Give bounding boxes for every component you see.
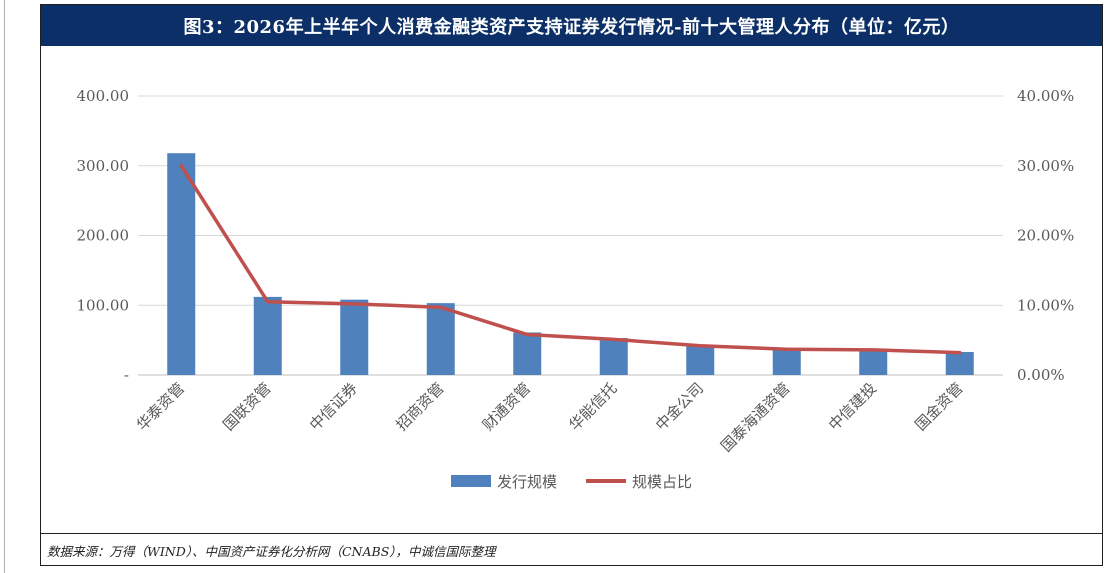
share-point-8 [785, 347, 789, 351]
bar-10 [945, 351, 974, 375]
bar-4 [426, 303, 455, 375]
share-point-3 [352, 302, 356, 306]
page-left-rule [4, 0, 5, 573]
bar-2 [253, 296, 282, 375]
category-label: 国联资管 [219, 379, 274, 434]
category-label: 华能信托 [565, 379, 620, 434]
bar-5 [513, 332, 542, 375]
legend: 发行规模 规模占比 [451, 473, 692, 491]
category-label: 国金资管 [911, 379, 966, 434]
category-label: 国泰海通资管 [717, 379, 793, 455]
bar-1 [167, 153, 196, 375]
bar-series [167, 153, 974, 375]
right-axis-tick-label: 40.00% [1017, 87, 1074, 105]
bar-8 [772, 347, 801, 375]
left-axis-tick-label: 200.00 [77, 227, 130, 245]
category-label: 中信证券 [306, 379, 361, 434]
right-axis-tick-label: 30.00% [1017, 157, 1074, 175]
right-axis-tick-label: 0.00% [1017, 366, 1065, 384]
category-label: 中信建投 [825, 379, 880, 434]
axes: - 100.00 200.00 300.00 400.00 0.00% 10.00% 20.0… [77, 87, 1075, 455]
bar-3 [340, 299, 369, 375]
legend-label: 规模占比 [632, 473, 692, 491]
left-axis-tick-label: 300.00 [77, 157, 130, 175]
category-label: 中金公司 [652, 379, 707, 434]
share-point-9 [871, 348, 875, 352]
share-line [179, 164, 962, 355]
share-point-5 [525, 333, 529, 337]
share-point-7 [698, 344, 702, 348]
category-label: 华泰资管 [133, 379, 188, 434]
legend-label: 发行规模 [497, 473, 557, 491]
source-divider [41, 533, 1102, 534]
gridlines [138, 95, 1003, 376]
share-point-2 [266, 300, 270, 304]
left-axis-tick-label: - [124, 366, 129, 384]
category-label: 财通资管 [479, 379, 534, 434]
share-point-6 [612, 337, 616, 341]
bar-9 [859, 349, 888, 375]
figure-frame: 图3：2026年上半年个人消费金融类资产支持证券发行情况-前十大管理人分布（单位… [40, 4, 1103, 566]
bar-6 [599, 338, 628, 375]
right-axis-tick-label: 20.00% [1017, 227, 1074, 245]
legend-bar-swatch [451, 475, 491, 487]
line-series [179, 164, 962, 355]
category-label: 招商资管 [392, 379, 447, 434]
share-point-10 [958, 351, 962, 355]
bar-7 [686, 345, 715, 375]
combo-chart: - 100.00 200.00 300.00 400.00 0.00% 10.00% 20.0… [77, 87, 1075, 491]
left-axis-tick-label: 400.00 [77, 87, 130, 105]
share-point-1 [179, 164, 183, 168]
chart-area: - 100.00 200.00 300.00 400.00 0.00% 10.00% 20.0… [41, 46, 1102, 530]
share-point-4 [439, 305, 443, 309]
source-note: 数据来源：万得（WIND）、中国资产证券化分析网（CNABS），中诚信国际整理 [47, 544, 496, 559]
left-axis-tick-label: 100.00 [77, 296, 130, 314]
right-axis-tick-label: 10.00% [1017, 296, 1074, 314]
chart-title: 图3：2026年上半年个人消费金融类资产支持证券发行情况-前十大管理人分布（单位… [41, 5, 1102, 46]
